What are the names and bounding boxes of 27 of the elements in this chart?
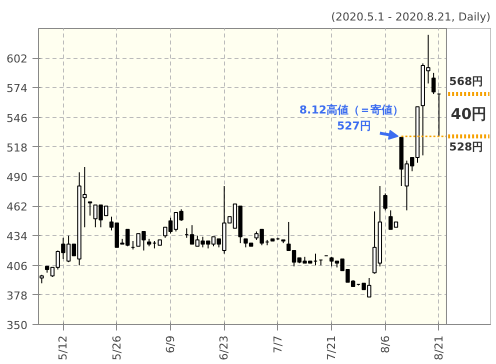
x-tick-label: 7/7 — [271, 336, 284, 354]
candlestick — [431, 72, 436, 95]
annotation: 8.12高値（＝寄値） — [299, 103, 404, 116]
y-tick-label: 546 — [6, 112, 28, 125]
y-tick-label: 462 — [6, 200, 28, 214]
y-tick-label: 406 — [6, 260, 28, 273]
candlestick — [383, 192, 388, 211]
y-tick-label: 378 — [6, 289, 28, 302]
text: 40円 — [450, 105, 487, 124]
x-tick-label: 6/9 — [164, 336, 178, 354]
annotation: 527円 — [336, 119, 371, 132]
chart-title: (2020.5.1 - 2020.8.21, Daily) — [331, 10, 491, 24]
ref-line-label: 568円 — [449, 75, 484, 88]
x-tick-label: 8/21 — [432, 336, 446, 360]
y-tick-label: 602 — [6, 52, 28, 66]
x-tick-label: 8/6 — [378, 336, 392, 354]
x-tick-label: 5/26 — [110, 336, 124, 360]
x-tick-label: 5/12 — [56, 336, 70, 360]
y-tick-label: 574 — [6, 82, 28, 96]
y-tick-label: 490 — [6, 171, 28, 184]
y-tick-label: 350 — [6, 319, 28, 332]
y-tick-label: 434 — [6, 230, 28, 244]
x-tick-label: 7/21 — [325, 336, 338, 360]
candlestick — [88, 201, 92, 216]
x-tick-label: 6/23 — [218, 336, 231, 360]
y-tick-label: 518 — [6, 141, 28, 154]
legend-label: 528円 — [449, 140, 484, 154]
